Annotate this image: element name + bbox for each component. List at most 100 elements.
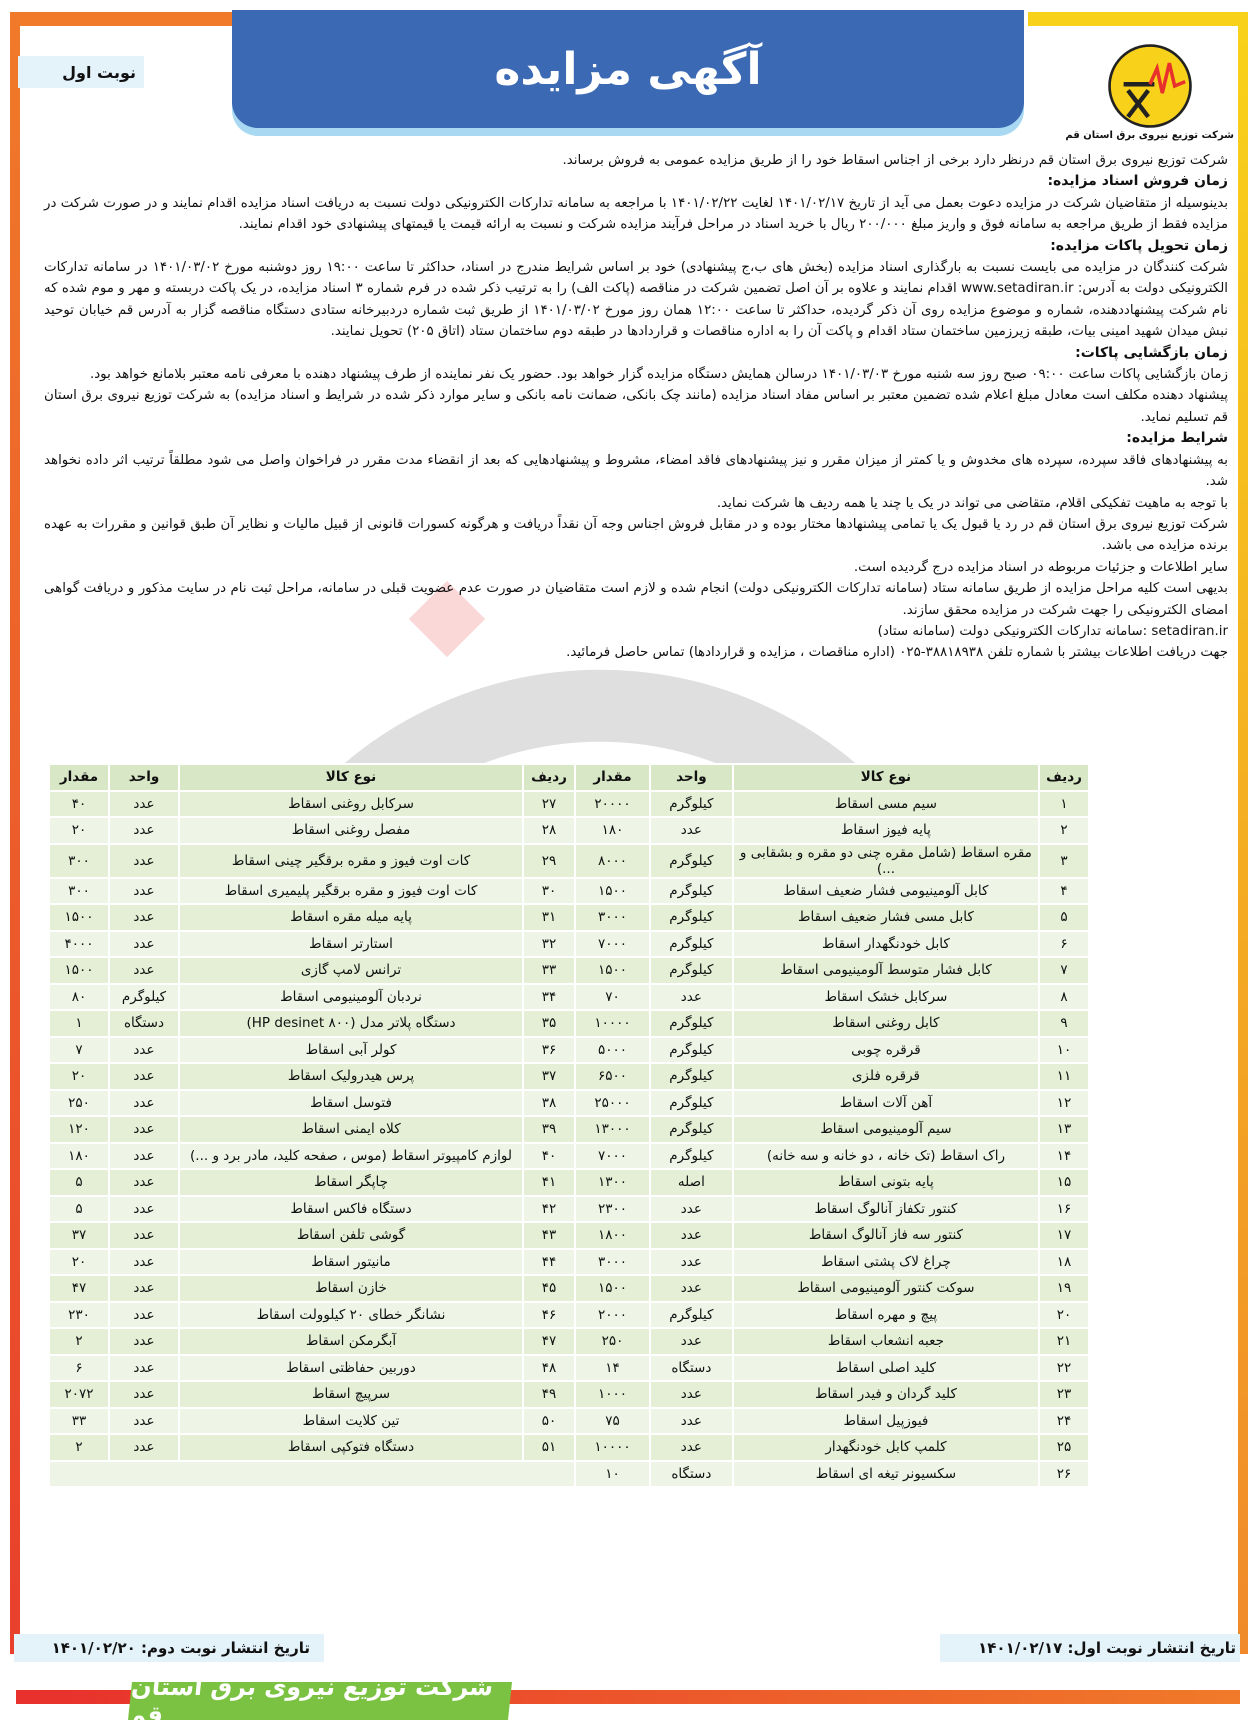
cell-row-number: ۱۸	[1038, 1247, 1090, 1276]
cell-item-name: کولر آبی اسقاط	[177, 1035, 525, 1064]
cell-row-number: ۳۶	[522, 1035, 577, 1064]
cell-unit: عدد	[108, 1274, 180, 1303]
table-row: ۲۴ فیوزپیل اسقاط عدد ۷۵ ۵۰ تین کلایت اسقاط عدد…	[47, 1406, 1090, 1435]
cell-row-number: ۷	[1038, 956, 1090, 985]
cell-row-number: ۱۷	[1038, 1221, 1090, 1250]
cell-row-number: ۴۲	[522, 1194, 577, 1223]
cell-unit: عدد	[108, 1327, 180, 1356]
cell-quantity: ۱۸۰	[574, 816, 651, 845]
cell-unit: کیلوگرم	[648, 1300, 734, 1329]
cell-item-name: پایه فیوز اسقاط	[731, 816, 1041, 845]
cell-unit: عدد	[108, 903, 180, 932]
cell-row-number: ۹	[1038, 1009, 1090, 1038]
cell-unit: عدد	[108, 1115, 180, 1144]
cell-row-number: ۴۵	[522, 1274, 577, 1303]
cell-row-number: ۲	[1038, 816, 1090, 845]
frame-left	[10, 14, 20, 1654]
header-unit: واحد	[108, 763, 180, 792]
cell-item-name: قرقره فلزی	[731, 1062, 1041, 1091]
cell-quantity: ۱۴	[574, 1353, 651, 1382]
cell-unit: عدد	[108, 956, 180, 985]
table-row: ۱۵ پایه بتونی اسقاط اصله ۱۳۰۰ ۴۱ چاپگر اسقاط ع…	[47, 1168, 1090, 1197]
cell-item-name: راک اسقاط (تک خانه ، دو خانه و سه خانه)	[731, 1141, 1041, 1170]
cell-item-name: خازن اسقاط	[177, 1274, 525, 1303]
cell-item-name: کابل روغنی اسقاط	[731, 1009, 1041, 1038]
cell-quantity: ۵	[47, 1168, 111, 1197]
table-row: ۲۶ سکسیونر تیغه ای اسقاط دستگاه ۱۰	[47, 1459, 1090, 1488]
cell-unit: عدد	[108, 842, 180, 879]
cell-unit: عدد	[648, 1221, 734, 1250]
cell-item-name: کابل آلومینیومی فشار ضعیف اسقاط	[731, 876, 1041, 905]
cell-item-name: کابل مسی فشار ضعیف اسقاط	[731, 903, 1041, 932]
cell-quantity: ۷	[47, 1035, 111, 1064]
cell-quantity: ۲	[47, 1327, 111, 1356]
frame-top-left	[10, 12, 250, 26]
cell-row-number: ۱۳	[1038, 1115, 1090, 1144]
cell-item-name: سوکت کنتور آلومینیومی اسقاط	[731, 1274, 1041, 1303]
cell-row-number: ۳۲	[522, 929, 577, 958]
cell-quantity: ۱۳۰۰۰	[574, 1115, 651, 1144]
cell-unit: عدد	[108, 1353, 180, 1382]
cell-quantity: ۱۰۰۰	[574, 1380, 651, 1409]
cell-row-number: ۱۰	[1038, 1035, 1090, 1064]
cell-item-name: کنتور سه فاز آنالوگ اسقاط	[731, 1221, 1041, 1250]
cell-unit: کیلوگرم	[648, 929, 734, 958]
cell-item-name: نردبان آلومینیومی اسقاط	[177, 982, 525, 1011]
cell-item-name: فتوسل اسقاط	[177, 1088, 525, 1117]
cell-item-name: آبگرمکن اسقاط	[177, 1327, 525, 1356]
cell-row-number: ۳۳	[522, 956, 577, 985]
cell-quantity: ۲۵۰	[574, 1327, 651, 1356]
frame-top-right	[1028, 12, 1248, 26]
cell-item-name: چراغ لاک پشتی اسقاط	[731, 1247, 1041, 1276]
cell-row-number: ۲۶	[1038, 1459, 1090, 1488]
cell-item-name: دستگاه فاکس اسقاط	[177, 1194, 525, 1223]
cell-item-name: استارتر اسقاط	[177, 929, 525, 958]
paragraph: بدیهی است کلیه مراحل مزایده از طریق ساما…	[44, 581, 1228, 618]
cell-unit: کیلوگرم	[648, 1141, 734, 1170]
table-row: ۲ پایه فیوز اسقاط عدد ۱۸۰ ۲۸ مفصل روغنی اسقاط…	[47, 816, 1090, 845]
table-row: ۲۳ کلید گردان و فیدر اسقاط عدد ۱۰۰۰ ۴۹ سرپیچ …	[47, 1380, 1090, 1409]
cell-quantity: ۱۵۰۰	[574, 876, 651, 905]
cell-row-number: ۳۵	[522, 1009, 577, 1038]
cell-unit: دستگاه	[108, 1009, 180, 1038]
cell-item-name: آهن آلات اسقاط	[731, 1088, 1041, 1117]
cell-quantity: ۵	[47, 1194, 111, 1223]
table-row: ۱۹ سوکت کنتور آلومینیومی اسقاط عدد ۱۵۰۰ ۴۵ خا…	[47, 1274, 1090, 1303]
cell-unit: عدد	[648, 1380, 734, 1409]
table-row: ۱۳ سیم آلومینیومی اسقاط کیلوگرم ۱۳۰۰۰ ۳۹ کلاه…	[47, 1115, 1090, 1144]
cell-unit: عدد	[108, 1141, 180, 1170]
cell-item-name: کلید گردان و فیدر اسقاط	[731, 1380, 1041, 1409]
cell-row-number: ۳	[1038, 842, 1090, 879]
table-row: ۲۲ کلید اصلی اسقاط دستگاه ۱۴ ۴۸ دوربین حفاظتی…	[47, 1353, 1090, 1382]
cell-item-name: نشانگر خطای ۲۰ کیلوولت اسقاط	[177, 1300, 525, 1329]
cell-unit: عدد	[108, 929, 180, 958]
cell-row-number: ۲۳	[1038, 1380, 1090, 1409]
cell-item-name: تین کلایت اسقاط	[177, 1406, 525, 1435]
setad-link: setadiran.ir :سامانه تدارکات الکترونیکی …	[877, 623, 1228, 639]
cell-unit: عدد	[108, 789, 180, 818]
cell-row-number: ۴۶	[522, 1300, 577, 1329]
cell-row-number: ۴۱	[522, 1168, 577, 1197]
cell-row-number: ۵۱	[522, 1433, 577, 1462]
table-row: ۱۷ کنتور سه فاز آنالوگ اسقاط عدد ۱۸۰۰ ۴۳ گوشی…	[47, 1221, 1090, 1250]
cell-item-name: چاپگر اسقاط	[177, 1168, 525, 1197]
header-qty: مقدار	[574, 763, 651, 792]
header-row-no: ردیف	[1038, 763, 1090, 792]
cell-unit: عدد	[108, 876, 180, 905]
cell-unit: کیلوگرم	[648, 789, 734, 818]
paragraph: پیشنهاد دهنده مکلف است معادل مبلغ اعلام …	[44, 388, 1228, 425]
section-heading: زمان تحویل پاکات مزایده:	[1050, 237, 1228, 254]
cell-row-number: ۱۱	[1038, 1062, 1090, 1091]
cell-quantity: ۸۰	[47, 982, 111, 1011]
cell-unit: کیلوگرم	[648, 1088, 734, 1117]
paragraph: به پیشنهادهای فاقد سپرده، سپرده های مخدو…	[44, 452, 1228, 490]
cell-row-number: ۱۵	[1038, 1168, 1090, 1197]
cell-unit: کیلوگرم	[648, 903, 734, 932]
cell-quantity: ۶	[47, 1353, 111, 1382]
cell-quantity: ۱۰۰۰۰	[574, 1433, 651, 1462]
cell-quantity: ۵۰۰۰	[574, 1035, 651, 1064]
intro-text: شرکت توزیع نیروی برق استان قم درنظر دارد…	[562, 153, 1228, 168]
cell-quantity: ۲	[47, 1433, 111, 1462]
table-row: ۱ سیم مسی اسقاط کیلوگرم ۲۰۰۰۰ ۲۷ سرکابل روغنی…	[47, 789, 1090, 818]
table-row: ۲۰ پیچ و مهره اسقاط کیلوگرم ۲۰۰۰ ۴۶ نشانگر خط…	[47, 1300, 1090, 1329]
